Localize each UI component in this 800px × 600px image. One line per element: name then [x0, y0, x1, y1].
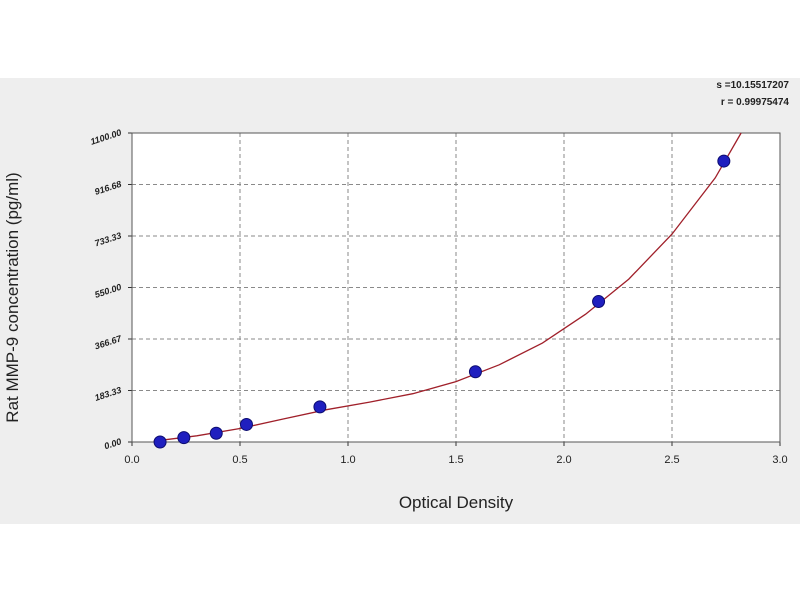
grid-lines: [132, 133, 780, 442]
y-tick-label: 550.00: [93, 282, 122, 300]
chart-svg: 0.0 0.5 1.0 1.5 2.0 2.5 3.0 0.00 183.33 366.67 55…: [3, 127, 788, 512]
y-tick-label: 0.00: [103, 436, 123, 451]
plot-border: [131, 132, 781, 443]
x-axis-title: Optical Density: [399, 493, 514, 512]
y-tick-labels: 0.00 183.33 366.67 550.00 733.33 916.68 1100.0…: [89, 127, 123, 451]
x-tick-label: 1.5: [448, 454, 463, 466]
data-point: [592, 295, 606, 309]
y-tick-label: 366.67: [93, 333, 123, 351]
x-tick-label: 0.0: [124, 454, 139, 466]
y-tick-label: 1100.00: [89, 127, 122, 146]
x-tick-label: 0.5: [232, 454, 247, 466]
data-point: [468, 365, 482, 379]
y-tick-label: 183.33: [93, 385, 122, 403]
y-tick-label: 733.33: [93, 230, 122, 248]
y-tick-label: 916.68: [93, 179, 122, 197]
data-point: [239, 417, 253, 431]
fit-curve-layer: [153, 132, 742, 442]
data-point: [313, 400, 327, 414]
axes: [128, 132, 781, 446]
x-tick-label: 3.0: [772, 454, 787, 466]
data-point: [717, 154, 731, 168]
data-point: [177, 431, 191, 445]
data-point: [209, 426, 223, 440]
fit-curve: [153, 132, 742, 442]
chart-panel: s =10.15517207 r = 0.99975474 0.0 0.5 1.0 1…: [0, 78, 800, 524]
data-point: [153, 435, 167, 449]
x-tick-label: 1.0: [340, 454, 355, 466]
y-axis-title: Rat MMP-9 concentration (pg/ml): [3, 172, 22, 422]
fit-r-annotation: r = 0.99975474: [720, 97, 789, 108]
data-points-layer: [153, 154, 731, 449]
x-tick-label: 2.5: [664, 454, 679, 466]
x-tick-label: 2.0: [556, 454, 571, 466]
x-tick-labels: 0.0 0.5 1.0 1.5 2.0 2.5 3.0: [124, 454, 787, 466]
fit-s-annotation: s =10.15517207: [716, 80, 789, 91]
